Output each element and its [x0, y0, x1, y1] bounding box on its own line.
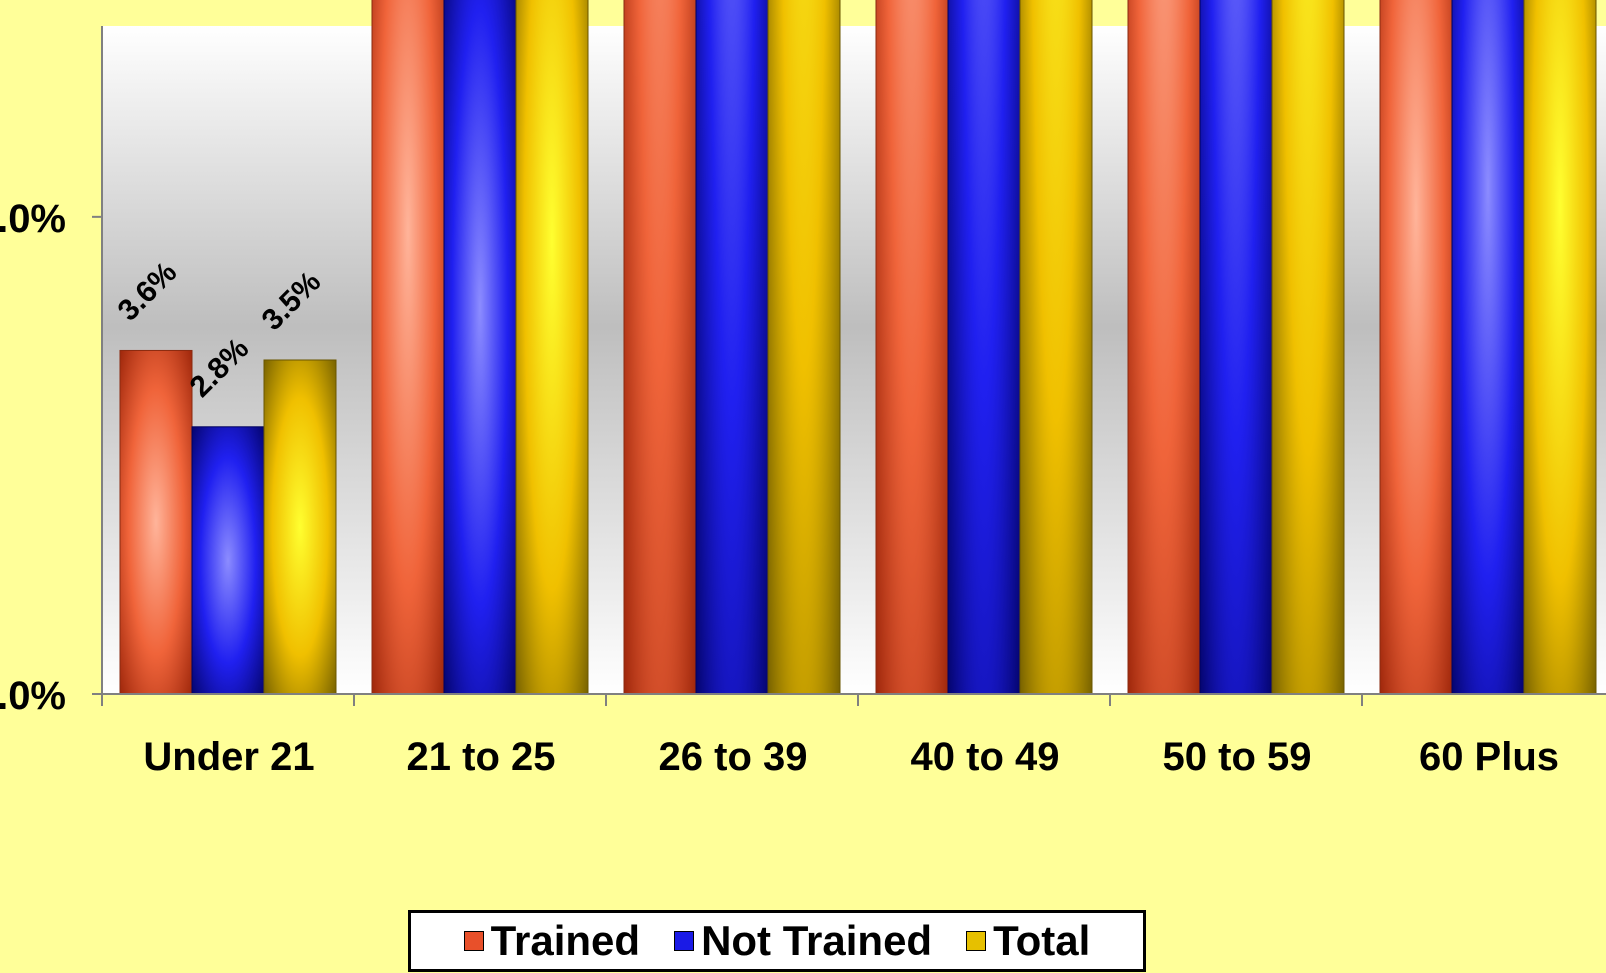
bar-trained-26-to-39	[623, 0, 697, 695]
bar-total-under-21	[263, 359, 337, 695]
bar-total-26-to-39	[767, 0, 841, 695]
bar-total-50-to-59	[1271, 0, 1345, 695]
x-tick-label: Under 21	[143, 735, 314, 779]
legend-label: Not Trained	[701, 917, 933, 964]
bar-not-trained-40-to-49	[947, 0, 1021, 695]
bar-total-40-to-49	[1019, 0, 1093, 695]
bar-total-60-plus	[1523, 0, 1597, 695]
x-tick-label: 60 Plus	[1419, 735, 1559, 779]
bar-not-trained-21-to-25	[443, 0, 517, 695]
bar-trained-21-to-25	[371, 0, 445, 695]
legend-label: Total	[993, 917, 1091, 964]
y-tick-label: 0.0%	[0, 674, 66, 718]
bar-trained-under-21	[119, 349, 193, 695]
bar-trained-60-plus	[1379, 0, 1453, 695]
legend-item-not-trained: Not Trained	[674, 920, 932, 962]
legend-swatch-trained	[463, 931, 484, 951]
legend-item-trained: Trained	[463, 917, 641, 964]
legend-label: Trained	[490, 917, 641, 964]
bar-not-trained-60-plus	[1451, 0, 1525, 695]
bar-not-trained-under-21	[191, 426, 265, 695]
legend-swatch-total	[966, 931, 987, 951]
bar-not-trained-50-to-59	[1199, 0, 1273, 695]
x-tick-label: 50 to 59	[1163, 735, 1312, 779]
x-tick-label: 26 to 39	[659, 735, 808, 779]
x-tick-label: 40 to 49	[911, 735, 1060, 779]
legend: Trained Not Trained Total	[408, 910, 1146, 972]
y-tick-label: 5.0%	[0, 197, 66, 241]
x-tick-label: 21 to 25	[407, 735, 556, 779]
bar-total-21-to-25	[515, 0, 589, 695]
bar-trained-50-to-59	[1127, 0, 1201, 695]
bar-not-trained-26-to-39	[695, 0, 769, 695]
plot-area	[102, 26, 1606, 694]
legend-swatch-not-trained	[674, 931, 695, 951]
legend-item-total: Total	[966, 920, 1090, 962]
bar-trained-40-to-49	[875, 0, 949, 695]
